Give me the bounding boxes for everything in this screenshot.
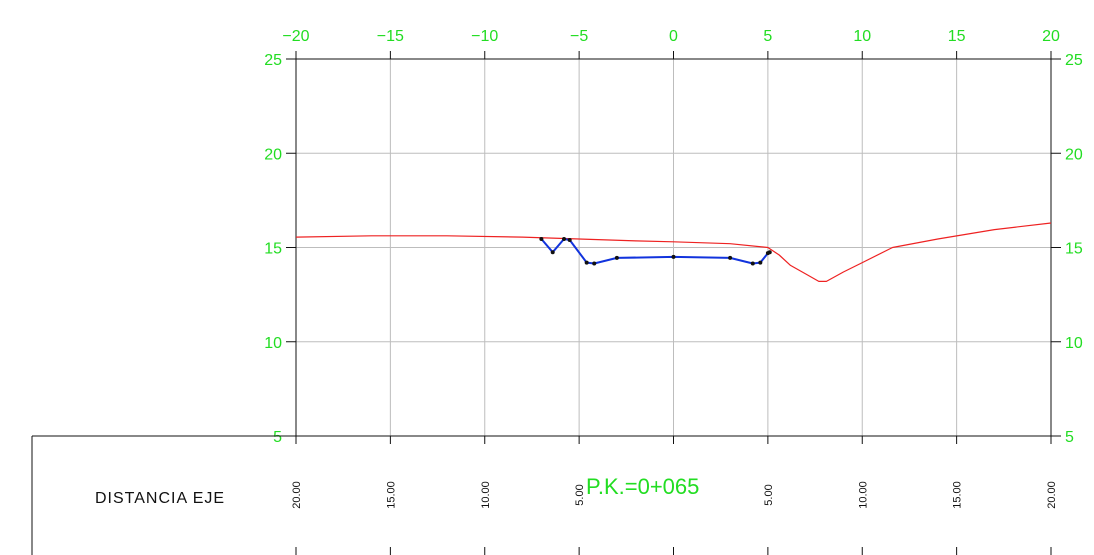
series-line-1 xyxy=(540,238,771,265)
y-tick-label-left: 20 xyxy=(264,146,282,163)
y-tick-label-right: 5 xyxy=(1065,429,1074,446)
x-tick-label: 15 xyxy=(948,28,966,45)
grid-lines xyxy=(296,59,1051,436)
series-line-0 xyxy=(295,222,1052,282)
distance-row-label: DISTANCIA EJE xyxy=(95,490,225,507)
distance-tick-label: 20.00 xyxy=(1046,481,1058,509)
distance-tick-label: 10.00 xyxy=(480,481,492,509)
station-label: P.K.=0+065 xyxy=(586,474,699,499)
x-tick-label: −15 xyxy=(377,28,404,45)
y-tick-label-right: 15 xyxy=(1065,241,1083,258)
plot-frame xyxy=(286,51,1061,437)
x-tick-label: 10 xyxy=(853,28,871,45)
series-layer xyxy=(295,222,1052,282)
y-tick-label-left: 10 xyxy=(264,335,282,352)
series-point-1 xyxy=(671,254,676,259)
series-point-1 xyxy=(562,237,567,242)
distance-tick-label: 5.00 xyxy=(763,484,775,505)
series-point-1 xyxy=(750,261,755,266)
series-point-1 xyxy=(728,255,733,260)
y-tick-label-right: 25 xyxy=(1065,52,1083,69)
series-point-1 xyxy=(758,260,763,265)
series-point-1 xyxy=(592,261,597,266)
series-point-1 xyxy=(614,255,619,260)
distance-tick-label: 15.00 xyxy=(952,481,964,509)
x-tick-label: −20 xyxy=(282,28,309,45)
x-tick-label: 5 xyxy=(763,28,772,45)
x-tick-label: −5 xyxy=(570,28,588,45)
series-point-1 xyxy=(584,260,589,265)
distance-tick-label: 5.00 xyxy=(574,484,586,505)
y-tick-label-left: 25 xyxy=(264,52,282,69)
distance-table: 20.00 15.00 10.00 5.00 5.00 10.00 15.00 20.00 xyxy=(31,435,1058,555)
distance-tick-label: 15.00 xyxy=(385,481,397,509)
y-tick-label-left: 5 xyxy=(273,429,282,446)
distance-tick-label: 20.00 xyxy=(291,481,303,509)
series-point-1 xyxy=(767,250,772,255)
y-tick-label-left: 15 xyxy=(264,241,282,258)
y-tick-label-right: 20 xyxy=(1065,146,1083,163)
x-tick-label: 0 xyxy=(669,28,678,45)
x-tick-label: −10 xyxy=(471,28,498,45)
series-point-1 xyxy=(539,237,544,242)
distance-tick-label: 10.00 xyxy=(857,481,869,509)
y-tick-label-right: 10 xyxy=(1065,335,1083,352)
axis-tick-labels: −20 −15 −10 −5 0 5 10 15 20 5 5 10 10 15 15 20 20 25 25 xyxy=(264,28,1083,446)
series-point-1 xyxy=(567,237,572,242)
x-tick-label: 20 xyxy=(1042,28,1060,45)
series-point-1 xyxy=(550,250,555,255)
